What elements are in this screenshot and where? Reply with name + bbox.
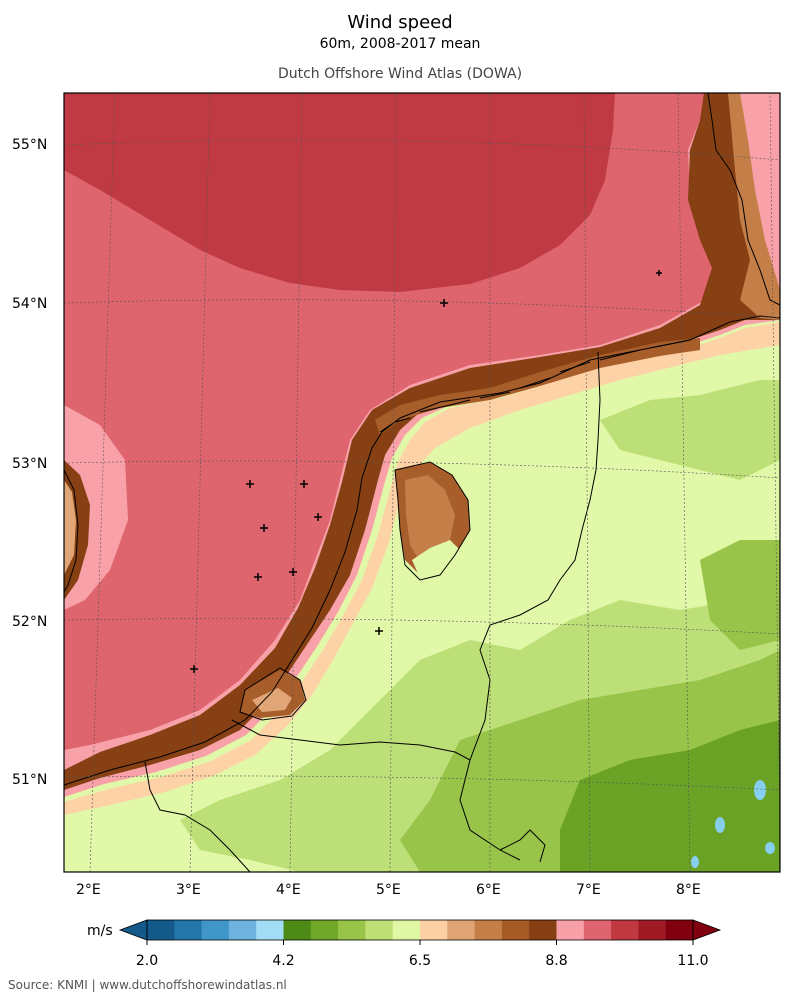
colorbar-cell [256,920,284,940]
lat-label-52: 52°N [12,614,47,630]
coast-band-light [728,93,780,320]
uk-coastline [64,469,79,593]
colorbar-cell [611,920,639,940]
colorbar-cells [147,920,694,940]
station-marker [440,299,448,307]
station-marker [260,524,268,532]
chart-title: Wind speed [347,12,453,33]
lat-label-51: 51°N [12,772,47,788]
lake-4 [691,856,699,868]
zeeland-outline [239,667,307,721]
lon-label-5: 5°E [376,882,401,898]
land-dark-zone [560,720,780,872]
lake-1 [754,780,766,800]
lon-label-4: 4°E [276,882,301,898]
colorbar-cell [501,920,530,940]
colorbar-cell [283,920,312,940]
dataset-title: Dutch Offshore Wind Atlas (DOWA) [277,66,523,82]
colorbar-ticks [146,940,694,945]
colorbar-cell [338,920,366,940]
station-marker [656,270,662,276]
colorbar-cell [392,920,421,940]
border-nl-be [231,719,471,761]
colorbar-cell [310,920,339,940]
station-marker [314,513,322,521]
lon-label-2: 2°E [76,882,101,898]
colorbar-cell [228,920,257,940]
colorbar-cell [447,920,476,940]
colorbar-cell [201,920,230,940]
map-frame [63,92,781,873]
lat-label-54: 54°N [12,296,47,312]
flevoland [412,540,462,582]
colorbar-cell [638,920,667,940]
station-marker [246,480,254,488]
lon-label-6: 6°E [476,882,501,898]
station-marker [375,627,383,635]
colorbar-under-arrow [118,919,148,941]
colorbar-cell [583,920,612,940]
graticule [64,93,780,872]
land-green-east [700,540,780,650]
uk-coast-light [64,480,76,575]
source-footer: Source: KNMI | www.dutchoffshorewindatla… [8,978,287,992]
lat-label-53: 53°N [12,456,47,472]
colorbar-tick-label: 2.0 [136,953,158,969]
colorbar-cell [529,920,557,940]
border-lux [499,829,546,863]
colorbar-over-arrow [692,919,722,941]
coastline-islands [379,339,691,433]
station-marker [254,573,262,581]
colorbar-tick-label: 4.2 [272,953,294,969]
colorbar-tick-label: 8.8 [545,953,567,969]
lon-label-3: 3°E [176,882,201,898]
stations [190,270,662,673]
lake-2 [715,817,725,833]
colorbar-cell [174,920,203,940]
colorbar-tick-label: 6.5 [409,953,431,969]
ijsselmeer-light [405,475,455,562]
colorbar-cell [556,920,585,940]
station-marker [300,480,308,488]
ijsselmeer-outline [394,461,471,581]
station-marker [190,665,198,673]
border-be-fr [144,761,251,872]
lat-label-55: 55°N [12,137,47,153]
colorbar-tick-label: 11.0 [677,953,708,969]
colorbar-cell [474,920,503,940]
station-marker [289,568,297,576]
lake-3 [765,842,775,854]
colorbar-cell [365,920,394,940]
coast-band [64,93,780,790]
colorbar-unit: m/s [87,923,113,939]
lon-label-7: 7°E [576,882,601,898]
colorbar-cell [147,920,175,940]
border-nl-de [459,351,601,861]
colorbar-cell [665,920,694,940]
land-green-north [600,380,780,480]
zeeland-light [252,688,292,712]
wadden-islands [375,338,700,435]
colorbar-cell [420,920,448,940]
lon-label-8: 8°E [676,882,701,898]
coastline-north [707,93,780,306]
chart-subtitle: 60m, 2008-2017 mean [319,36,481,52]
